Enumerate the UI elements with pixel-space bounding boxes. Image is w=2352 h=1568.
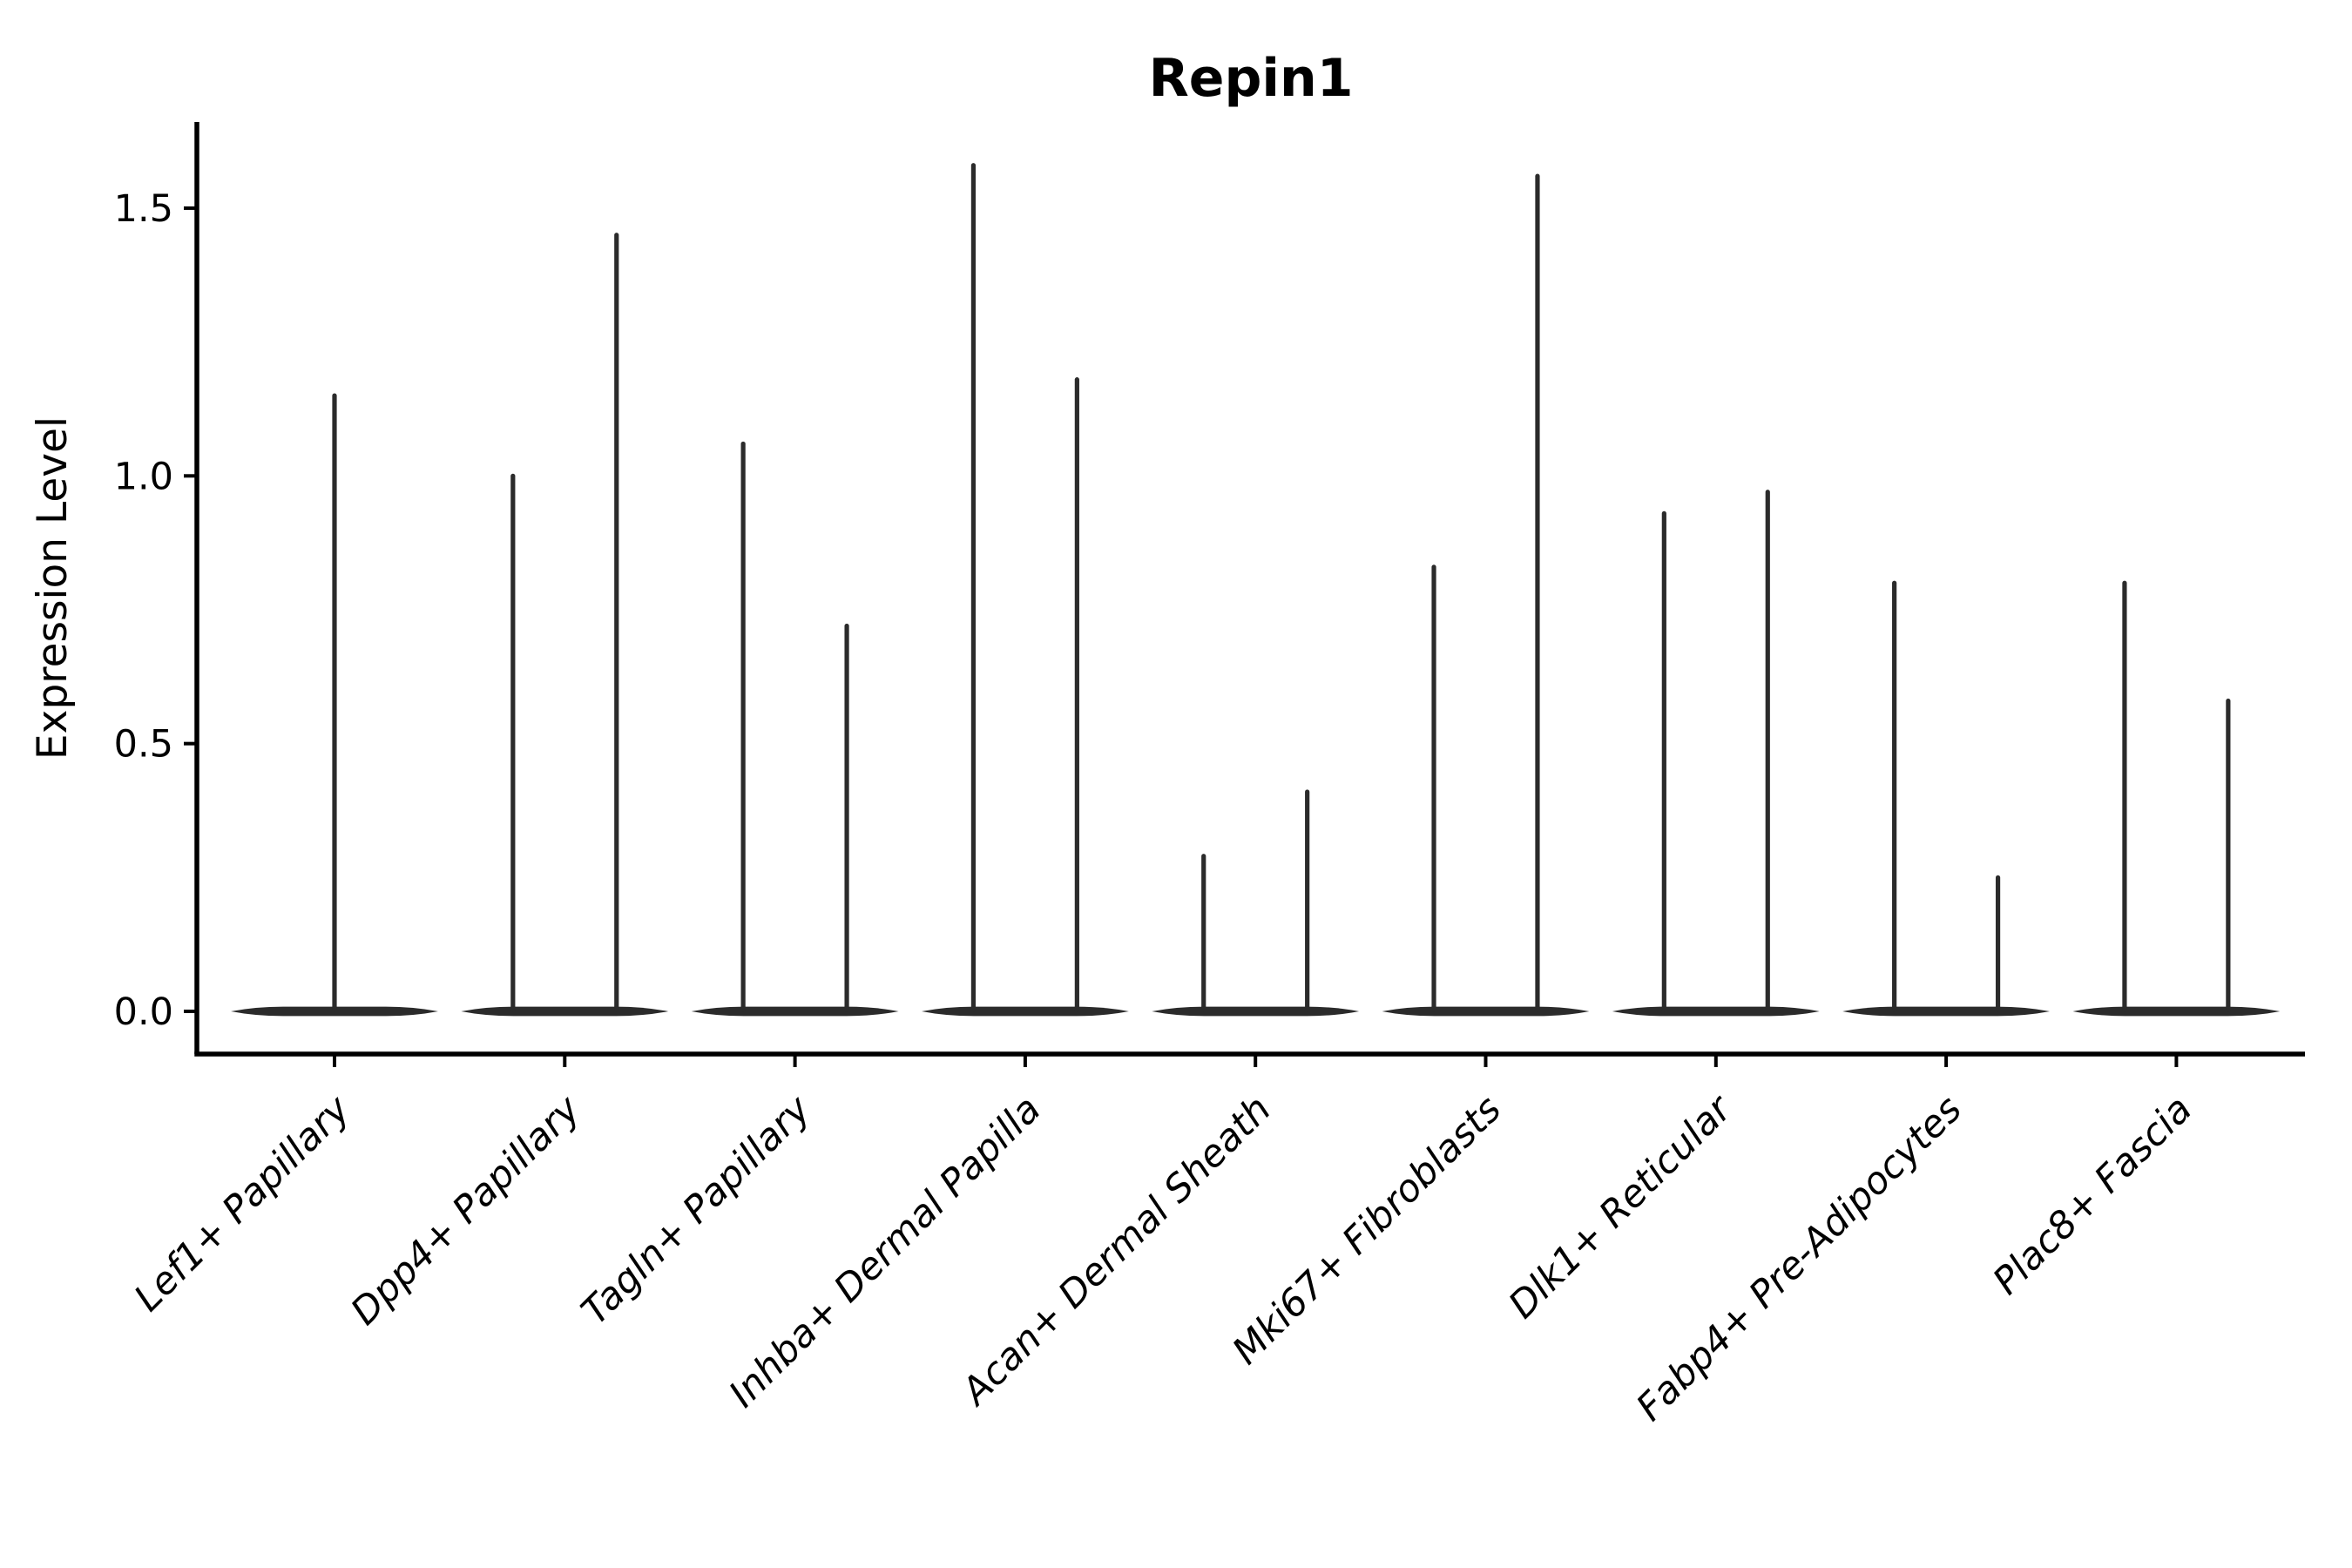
violin-baseline	[1382, 1006, 1590, 1017]
y-tick-label: 0.0	[114, 990, 173, 1034]
plot-title: Repin1	[1149, 48, 1354, 109]
violin-baseline	[691, 1006, 899, 1017]
axes: 0.0 0.5 1.0 1.5	[114, 122, 2305, 1067]
violin-baseline	[461, 1006, 669, 1017]
x-tick-label: Lef1+ Papillary	[126, 1087, 359, 1320]
violin-baseline	[2072, 1006, 2281, 1017]
y-tick-label: 1.0	[114, 455, 173, 498]
x-tick-label: Plac8+ Fascia	[1984, 1087, 2200, 1303]
y-tick-label: 1.5	[114, 187, 173, 231]
x-tick-label: Tagln+ Papillary	[573, 1087, 820, 1334]
y-tick-label: 0.5	[114, 723, 173, 767]
violin-baseline	[921, 1006, 1129, 1017]
violins	[231, 163, 2281, 1017]
y-axis-label: Expression Level	[29, 416, 77, 760]
x-tick-label: Dpp4+ Papillary	[342, 1087, 589, 1334]
violin-baseline	[1612, 1006, 1820, 1017]
x-tick-label: Dlk1+ Reticular	[1500, 1086, 1741, 1328]
violin-baseline	[1152, 1006, 1360, 1017]
violin-baseline	[1842, 1006, 2051, 1017]
